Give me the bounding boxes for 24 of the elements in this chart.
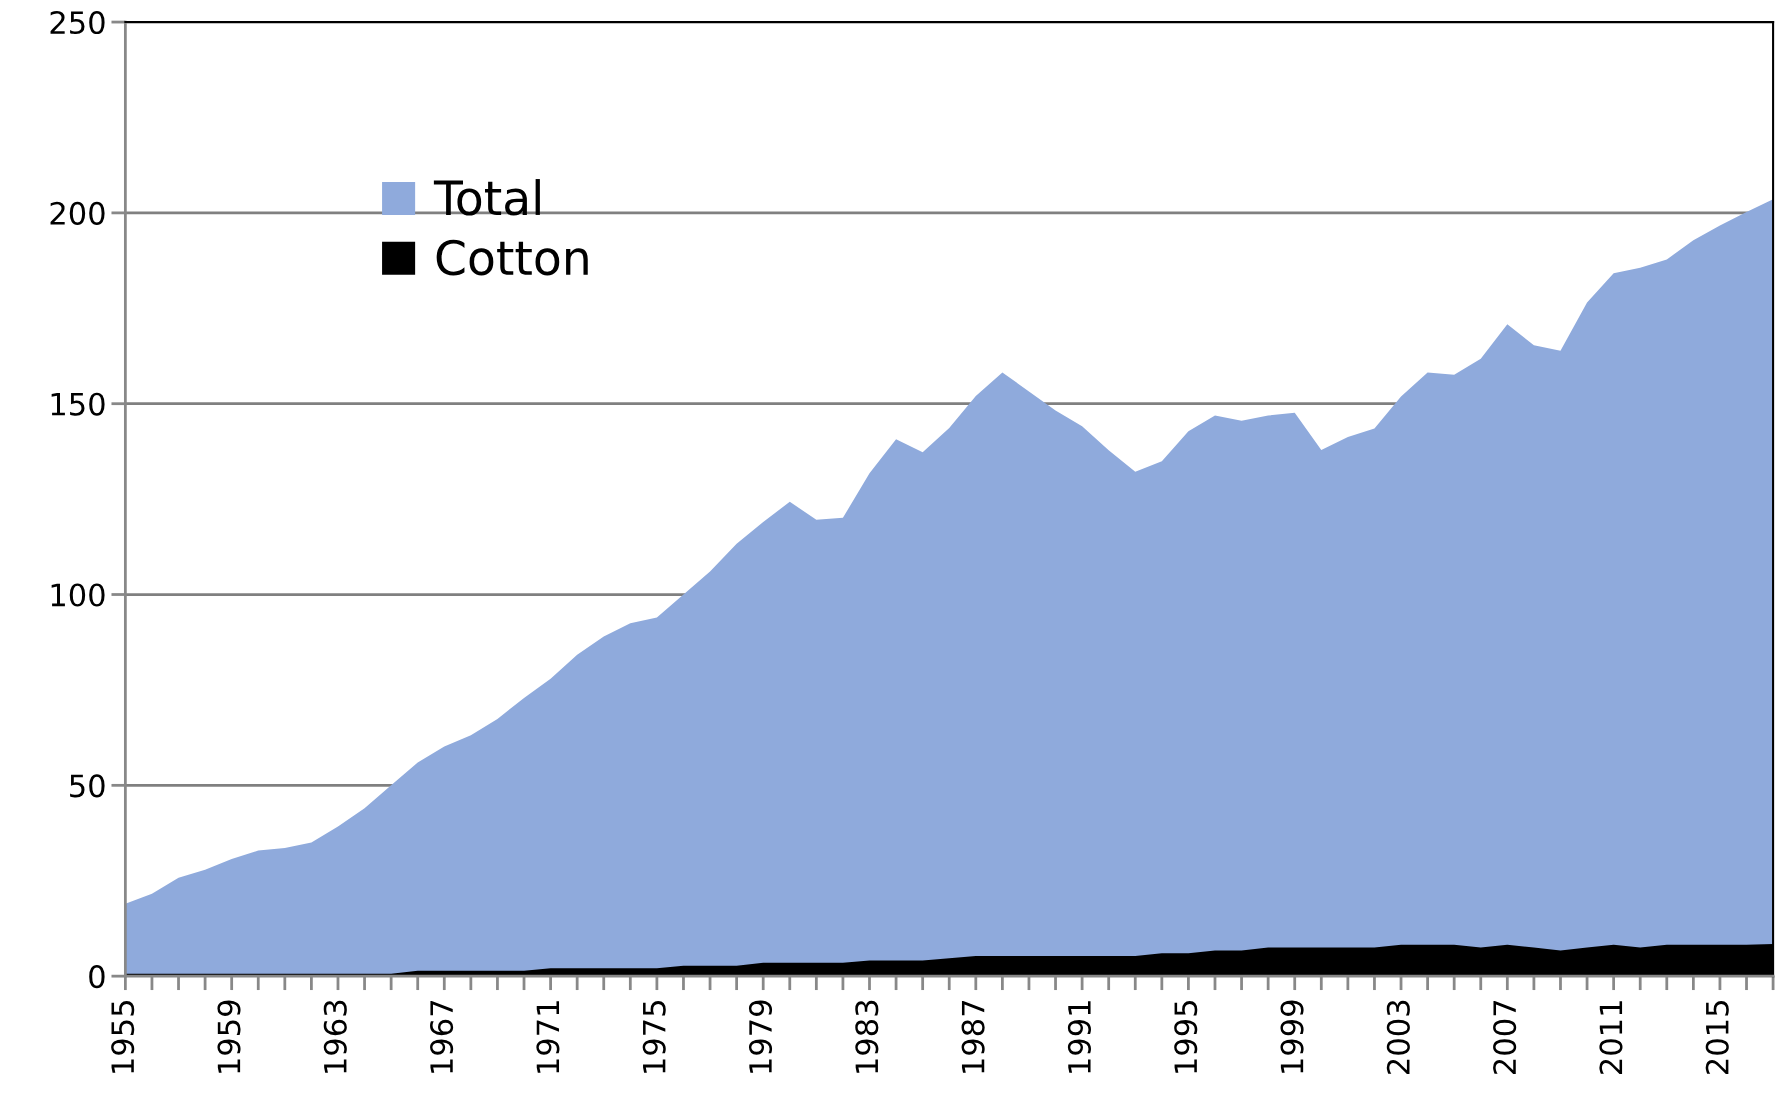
x-tick-label: 1955 [111,1001,135,1073]
y-tick-label: 200 [50,201,105,225]
x-tick-label: 1995 [1174,1001,1198,1073]
x-tick-label: 1991 [1067,1001,1091,1073]
x-tick-label: 2003 [1386,1000,1410,1074]
y-tick-label: 100 [51,583,105,607]
y-tick-label: 50 [70,774,105,798]
x-tick-label: 1971 [536,1001,560,1073]
y-tick-label: 0 [89,965,105,989]
x-tick-label: 1979 [748,1000,773,1073]
x-tick-label: 1999 [1280,1000,1304,1073]
x-tick-label: 1963 [323,1000,347,1073]
x-tick-label: 2011 [1599,1001,1623,1074]
x-tick-label: 1983 [855,1000,879,1073]
x-tick-label: 1959 [217,1000,241,1073]
x-tick-label: 1975 [642,1001,666,1073]
legend-label: Total [433,179,540,216]
x-tick-label: 2015 [1705,1001,1729,1074]
y-tick-label: 250 [50,10,105,35]
x-tick-label: 1967 [430,1000,454,1073]
x-tick-label: 1987 [961,1000,985,1073]
y-tick-label: 150 [51,392,105,416]
legend-label: Cotton [436,239,588,276]
x-tick-label: 2007 [1493,1000,1517,1074]
